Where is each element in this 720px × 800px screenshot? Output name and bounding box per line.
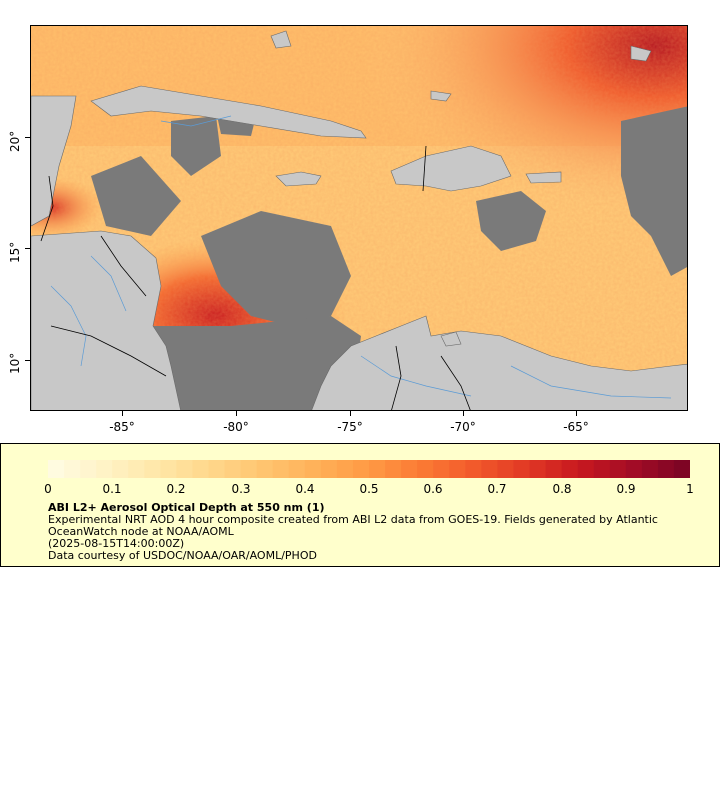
x-tick [236,411,237,416]
colorbar-step [224,460,242,478]
y-tick [25,248,31,249]
colorbar-step [352,460,370,478]
colorbar-step [256,460,274,478]
colorbar-step [48,460,65,478]
colorbar-step [673,460,691,478]
colorbar-step [128,460,145,478]
y-axis-label: 15° [8,241,22,263]
colorbar-tick-label: 0.4 [295,482,315,496]
colorbar-step [288,460,306,478]
colorbar-step [641,460,659,478]
colorbar-tick-label: 1 [686,482,694,496]
legend-description: Experimental NRT AOD 4 hour composite cr… [48,513,658,526]
colorbar-step [609,460,627,478]
legend-timestamp: (2025-08-15T14:00:00Z) [48,537,185,550]
colorbar-step [465,460,482,478]
colorbar-step [401,460,418,478]
colorbar-step [529,460,547,478]
colorbar-step [192,460,209,478]
colorbar-step [369,460,386,478]
colorbar-tick-label: 0.2 [166,482,186,496]
no-data-regions [91,106,687,410]
colorbar-tick-label: 0.3 [231,482,251,496]
colorbar-step [320,460,338,478]
y-axis-label: 20° [8,130,22,152]
colorbar-step [417,460,434,478]
colorbar-tick-label: 0.5 [359,482,379,496]
legend-title: ABI L2+ Aerosol Optical Depth at 550 nm … [48,501,325,514]
colorbar-tick-label: 0 [44,482,52,496]
colorbar-step [112,460,129,478]
colorbar-step [272,460,290,478]
legend-description-cont: OceanWatch node at NOAA/AOML [48,525,234,538]
colorbar-tick-label: 0.8 [552,482,572,496]
aod-map [30,25,688,411]
x-tick [122,411,123,416]
colorbar-step [545,460,563,478]
colorbar-step [513,460,530,478]
x-axis-label: -70° [450,420,476,434]
land-masses [31,30,687,410]
colorbar-step [144,460,161,478]
colorbar-step [593,460,611,478]
colorbar-tick-label: 0.1 [102,482,122,496]
colorbar [48,460,691,478]
colorbar-step [176,460,193,478]
colorbar-step [657,460,675,478]
borders [40,145,471,410]
colorbar-step [481,460,498,478]
map-canvas [31,26,687,410]
colorbar-step [336,460,354,478]
colorbar-step [64,460,81,478]
colorbar-tick-label: 0.6 [423,482,443,496]
colorbar-step [433,460,450,478]
colorbar-step [561,460,579,478]
x-tick [350,411,351,416]
colorbar-tick-label: 0.9 [616,482,636,496]
colorbar-step [96,460,113,478]
x-axis-label: -65° [563,420,589,434]
legend-credit: Data courtesy of USDOC/NOAA/OAR/AOML/PHO… [48,549,317,562]
y-tick [25,360,31,361]
x-tick [463,411,464,416]
colorbar-tick-label: 0.7 [487,482,507,496]
colorbar-step [160,460,177,478]
colorbar-step [625,460,643,478]
colorbar-step [449,460,466,478]
colorbar-step [208,460,226,478]
colorbar-step [304,460,322,478]
rivers [50,115,672,399]
x-axis-label: -75° [337,420,363,434]
colorbar-step [80,460,97,478]
y-tick [25,137,31,138]
legend-panel: 0 0.1 0.2 0.3 0.4 0.5 0.6 0.7 0.8 0.9 1 … [0,443,720,567]
y-axis-label: 10° [8,352,22,374]
x-axis-label: -80° [223,420,249,434]
colorbar-step [497,460,514,478]
colorbar-step [577,460,595,478]
x-axis-label: -85° [109,420,135,434]
colorbar-step [385,460,402,478]
x-tick [576,411,577,416]
colorbar-step [240,460,258,478]
